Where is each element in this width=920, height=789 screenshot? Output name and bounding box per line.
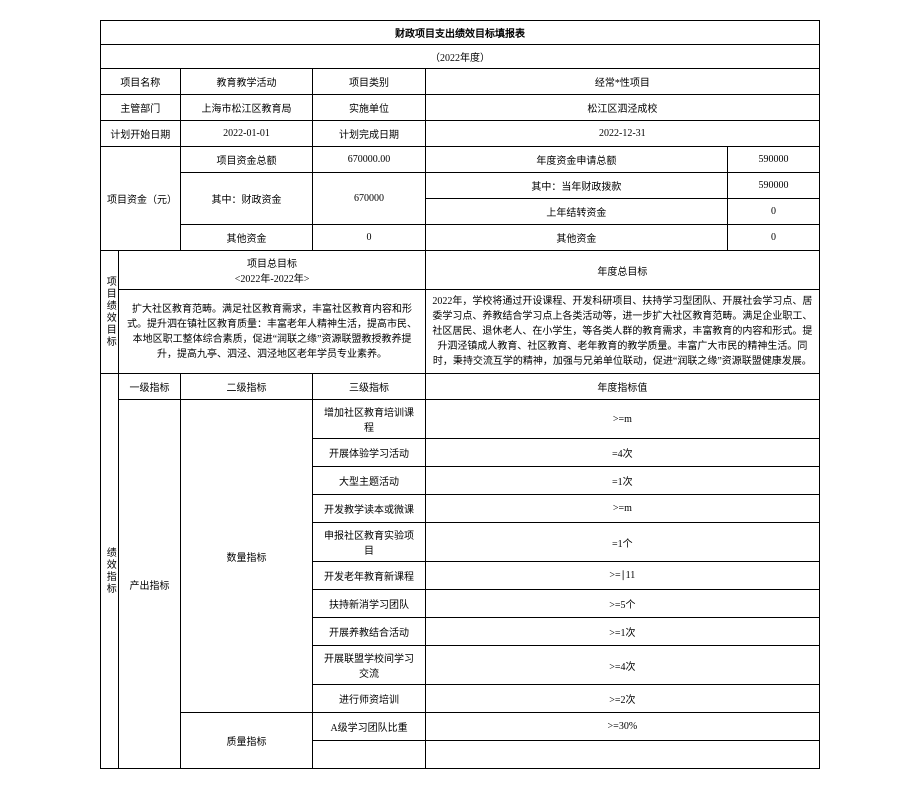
indicator-target: >=1次 bbox=[425, 618, 819, 646]
form-title: 财政项目支出绩效目标填报表 bbox=[101, 21, 820, 45]
value-fund-total: 670000.00 bbox=[313, 147, 425, 173]
header-lvl2: 二级指标 bbox=[180, 374, 313, 400]
indicator-name: 开发教学读本或微课 bbox=[313, 495, 425, 523]
value-impl-unit: 松江区泗泾成校 bbox=[425, 95, 819, 121]
label-project-name: 项目名称 bbox=[101, 69, 181, 95]
header-target: 年度指标值 bbox=[425, 374, 819, 400]
indicator-target-empty bbox=[425, 741, 819, 769]
label-fund-carry: 上年结转资金 bbox=[425, 199, 727, 225]
indicator-target: =1个 bbox=[425, 523, 819, 562]
indicator-target: >=4次 bbox=[425, 646, 819, 685]
label-general-goal: 项目总目标 <2022年-2022年> bbox=[119, 251, 425, 290]
indicator-name: 申报社区教育实验项目 bbox=[313, 523, 425, 562]
indicator-target: =1次 bbox=[425, 467, 819, 495]
label-fund-other-right: 其他资金 bbox=[425, 225, 727, 251]
form-subtitle: （2022年度） bbox=[101, 45, 820, 69]
indicator-name: 增加社区教育培训课程 bbox=[313, 400, 425, 439]
indicator-target: >=m bbox=[425, 400, 819, 439]
header-lvl3: 三级指标 bbox=[313, 374, 425, 400]
indicator-name: 扶持新消学习团队 bbox=[313, 590, 425, 618]
indicator-name: 开展联盟学校间学习交流 bbox=[313, 646, 425, 685]
value-project-category: 经常*性项目 bbox=[425, 69, 819, 95]
lvl1-output: 产出指标 bbox=[119, 400, 180, 769]
value-project-name: 教育教学活动 bbox=[180, 69, 313, 95]
label-fund-section: 项目资金（元） bbox=[101, 147, 181, 251]
indicator-target: >=m bbox=[425, 495, 819, 523]
value-fund-other-right: 0 bbox=[728, 225, 820, 251]
label-project-category: 项目类别 bbox=[313, 69, 425, 95]
indicator-name-empty bbox=[313, 741, 425, 769]
value-annual-goal: 2022年，学校将通过开设课程、开发科研项目、扶持学习型团队、开展社会学习点、居… bbox=[425, 290, 819, 374]
lvl2-quality: 质量指标 bbox=[180, 713, 313, 769]
indicator-target: >=2次 bbox=[425, 685, 819, 713]
value-fund-annual: 590000 bbox=[728, 147, 820, 173]
header-lvl1: 一级指标 bbox=[119, 374, 180, 400]
indicator-name: 开发老年教育新课程 bbox=[313, 562, 425, 590]
value-general-goal: 扩大社区教育范畴。满足社区教育需求，丰富社区教育内容和形式。提升泗在镇社区教育质… bbox=[119, 290, 425, 374]
label-dept: 主管部门 bbox=[101, 95, 181, 121]
value-dept: 上海市松江区教育局 bbox=[180, 95, 313, 121]
value-fund-fiscal: 670000 bbox=[313, 173, 425, 225]
indicator-target: >=5个 bbox=[425, 590, 819, 618]
indicator-name: A级学习团队比重 bbox=[313, 713, 425, 741]
value-fund-current: 590000 bbox=[728, 173, 820, 199]
indicator-name: 大型主题活动 bbox=[313, 467, 425, 495]
value-fund-carry: 0 bbox=[728, 199, 820, 225]
performance-form-table: 财政项目支出绩效目标填报表 （2022年度） 项目名称 教育教学活动 项目类别 … bbox=[100, 20, 820, 769]
label-fund-fiscal: 其中：财政资金 bbox=[180, 173, 313, 225]
indicator-name: 开展养教结合活动 bbox=[313, 618, 425, 646]
indicator-target: >=30% bbox=[425, 713, 819, 741]
value-end-date: 2022-12-31 bbox=[425, 121, 819, 147]
value-fund-other: 0 bbox=[313, 225, 425, 251]
indicator-target: =4次 bbox=[425, 439, 819, 467]
label-perf-section: 绩效指标 bbox=[101, 374, 119, 769]
label-fund-total: 项目资金总额 bbox=[180, 147, 313, 173]
label-goal-section: 项目绩效目标 bbox=[101, 251, 119, 374]
label-impl-unit: 实施单位 bbox=[313, 95, 425, 121]
lvl2-qty: 数量指标 bbox=[180, 400, 313, 713]
indicator-name: 进行师资培训 bbox=[313, 685, 425, 713]
indicator-target: >=∣11 bbox=[425, 562, 819, 590]
value-start-date: 2022-01-01 bbox=[180, 121, 313, 147]
label-fund-other: 其他资金 bbox=[180, 225, 313, 251]
indicator-name: 开展体验学习活动 bbox=[313, 439, 425, 467]
label-fund-annual: 年度资金申请总额 bbox=[425, 147, 727, 173]
label-annual-goal: 年度总目标 bbox=[425, 251, 819, 290]
label-start-date: 计划开始日期 bbox=[101, 121, 181, 147]
label-fund-current: 其中：当年财政拨款 bbox=[425, 173, 727, 199]
label-end-date: 计划完成日期 bbox=[313, 121, 425, 147]
